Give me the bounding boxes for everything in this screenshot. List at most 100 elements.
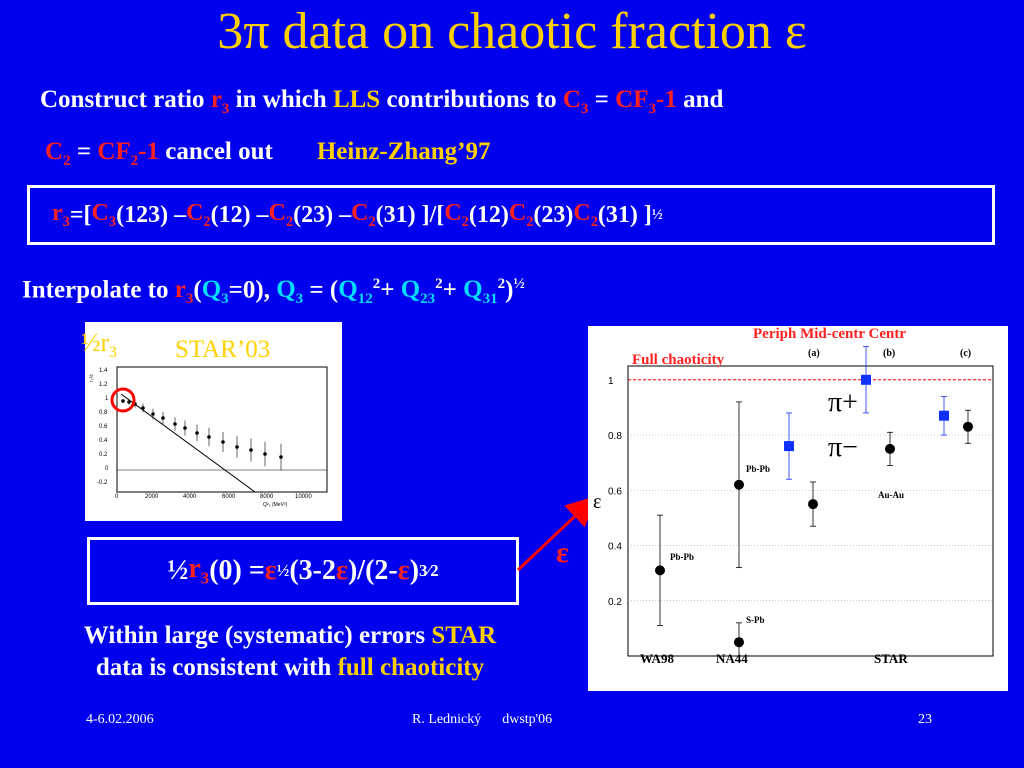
full-chaoticity-term: full chaoticity bbox=[337, 654, 485, 681]
data-point bbox=[655, 565, 665, 576]
data-point bbox=[784, 441, 794, 452]
panel-label-c: (c) bbox=[960, 348, 971, 359]
text: (23) – bbox=[293, 201, 352, 228]
annot-pb-pb-wa98: Pb-Pb bbox=[670, 552, 694, 562]
epsilon-symbol: ε bbox=[336, 555, 348, 586]
data-point bbox=[808, 499, 818, 510]
r3-symbol: r3 bbox=[52, 199, 70, 230]
text: ( bbox=[193, 276, 202, 304]
r3-formula-box: r3 =[C3 (123) – C2 (12) – C2 (23) – C2 (31) … bbox=[27, 185, 995, 245]
data-point bbox=[861, 374, 871, 385]
text: (123) – bbox=[116, 201, 187, 228]
text: cancel out bbox=[158, 138, 273, 165]
q3-symbol: Q3 bbox=[276, 276, 304, 308]
c2-symbol: C2 bbox=[351, 199, 376, 230]
lls-term: LLS bbox=[332, 86, 381, 113]
text: Construct ratio bbox=[40, 86, 211, 113]
text: (12) bbox=[468, 201, 509, 228]
ytick: 0 bbox=[105, 466, 109, 472]
footer-date: 4-6.02.2006 bbox=[86, 712, 154, 727]
text: =[ bbox=[69, 201, 92, 228]
text: + bbox=[442, 276, 464, 304]
star03-label: STAR’03 bbox=[175, 336, 271, 363]
y-axis-label: ε bbox=[593, 491, 602, 513]
ytick-label: 0.4 bbox=[608, 542, 622, 553]
annot-s-pb: S-Pb bbox=[746, 615, 765, 625]
c3-symbol: C3 bbox=[562, 86, 589, 117]
c2-symbol: C2 bbox=[186, 199, 211, 230]
r3-symbol: r3 bbox=[174, 276, 194, 308]
r3-symbol: r3 bbox=[188, 553, 210, 588]
side-epsilon: ε bbox=[556, 536, 569, 569]
cf3-symbol: CF3-1 bbox=[615, 86, 677, 117]
cancel-out-line: C2 = CF2-1 cancel out Heinz-Zhang’97 bbox=[45, 138, 490, 170]
ytick-label: 1 bbox=[608, 376, 614, 387]
text: contributions to bbox=[380, 86, 563, 113]
construct-ratio-line: Construct ratio r3 in which LLS contribu… bbox=[40, 86, 723, 118]
xtick: 0 bbox=[115, 494, 119, 500]
annot-au-au: Au-Au bbox=[878, 490, 904, 500]
data-point bbox=[734, 479, 744, 490]
equals: = bbox=[588, 86, 616, 113]
xtick: 10000 bbox=[295, 494, 312, 500]
text: in which bbox=[229, 86, 333, 113]
full-chaoticity-label: Full chaoticity bbox=[632, 352, 725, 368]
q31-symbol: Q31 bbox=[463, 276, 498, 308]
ytick: 1.2 bbox=[99, 382, 108, 388]
text: (31) ] bbox=[597, 201, 652, 228]
text: + bbox=[380, 276, 401, 304]
ytick: -0.2 bbox=[97, 480, 108, 486]
half-r3-label: ½r3 bbox=[81, 328, 117, 362]
text: (0) = bbox=[209, 555, 265, 586]
ytick-label: 0.2 bbox=[608, 597, 622, 608]
ytick-label: 0.6 bbox=[608, 486, 622, 497]
text: =0), bbox=[228, 276, 277, 304]
q3-symbol: Q3 bbox=[201, 276, 229, 308]
r3-symbol: r3 bbox=[210, 86, 230, 117]
ytick: 0.2 bbox=[99, 452, 108, 458]
legend-pi-minus: π− bbox=[828, 432, 858, 463]
epsilon-symbol: ε bbox=[264, 555, 277, 586]
xtick: 6000 bbox=[222, 494, 236, 500]
text: (12) – bbox=[210, 201, 269, 228]
ytick: 1 bbox=[105, 396, 109, 402]
text: Within large (systematic) errors bbox=[83, 622, 432, 649]
interpolate-line: Interpolate to r3(Q3=0), Q3 = (Q122+ Q23… bbox=[22, 276, 525, 308]
group-na44: NA44 bbox=[716, 651, 748, 666]
data-point bbox=[963, 421, 973, 432]
ytick: 0.4 bbox=[99, 438, 108, 444]
slide-title: 3π data on chaotic fraction ε bbox=[217, 3, 807, 60]
r3-plot-svg: 1.4 1.2 1 0.8 0.6 0.4 0.2 0 -0.2 0 2000 … bbox=[88, 366, 328, 508]
star-term: STAR bbox=[431, 622, 497, 649]
group-star: STAR bbox=[874, 651, 908, 666]
cf2-symbol: CF2-1 bbox=[97, 138, 159, 169]
text: (23) bbox=[533, 201, 574, 228]
c2-symbol: C2 bbox=[573, 199, 598, 230]
ytick: 0.6 bbox=[99, 424, 108, 430]
ytick-label: 0.8 bbox=[608, 431, 622, 442]
xtick: 8000 bbox=[260, 494, 274, 500]
text: = ( bbox=[303, 276, 339, 304]
x-axis-label: Q²₃ (MeV²) bbox=[263, 502, 288, 508]
text: (3-2 bbox=[289, 555, 337, 586]
reference: Heinz-Zhang’97 bbox=[316, 138, 491, 165]
text: )/(2- bbox=[347, 555, 398, 586]
data-point bbox=[939, 410, 949, 421]
footer-author: R. Lednický dwstp'06 bbox=[412, 712, 553, 727]
c2-symbol: C2 bbox=[45, 138, 71, 169]
text: (31) ]/[ bbox=[375, 201, 445, 228]
conclusion-text: Within large (systematic) errors STAR da… bbox=[0, 620, 580, 684]
xtick: 4000 bbox=[183, 494, 197, 500]
equals: = bbox=[70, 138, 98, 165]
half: ½ bbox=[167, 555, 189, 586]
highlight-circle bbox=[110, 387, 136, 413]
text: Interpolate to bbox=[22, 276, 175, 304]
panel-label-b: (b) bbox=[883, 348, 895, 359]
legend-pi-plus: π+ bbox=[828, 387, 858, 418]
text: ) bbox=[409, 555, 420, 586]
data-point bbox=[885, 443, 895, 454]
c2-symbol: C2 bbox=[268, 199, 294, 230]
c3-symbol: C3 bbox=[91, 199, 117, 230]
xtick: 2000 bbox=[145, 494, 159, 500]
half-exponent: ½ bbox=[651, 206, 663, 223]
